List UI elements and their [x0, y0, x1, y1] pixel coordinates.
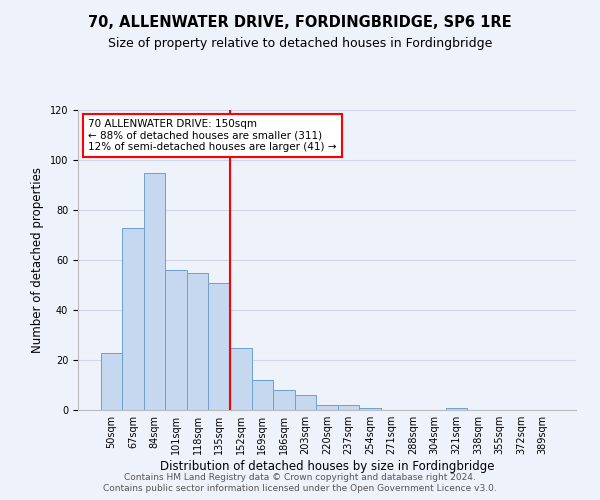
Bar — [122, 228, 144, 410]
Bar — [101, 352, 122, 410]
Bar — [230, 348, 251, 410]
X-axis label: Distribution of detached houses by size in Fordingbridge: Distribution of detached houses by size … — [160, 460, 494, 473]
Text: Contains public sector information licensed under the Open Government Licence v3: Contains public sector information licen… — [103, 484, 497, 493]
Text: 70 ALLENWATER DRIVE: 150sqm
← 88% of detached houses are smaller (311)
12% of se: 70 ALLENWATER DRIVE: 150sqm ← 88% of det… — [88, 119, 337, 152]
Text: Contains HM Land Registry data © Crown copyright and database right 2024.: Contains HM Land Registry data © Crown c… — [124, 472, 476, 482]
Bar — [166, 270, 187, 410]
Bar — [144, 172, 166, 410]
Bar — [273, 390, 295, 410]
Bar — [208, 282, 230, 410]
Bar — [316, 405, 338, 410]
Text: 70, ALLENWATER DRIVE, FORDINGBRIDGE, SP6 1RE: 70, ALLENWATER DRIVE, FORDINGBRIDGE, SP6… — [88, 15, 512, 30]
Y-axis label: Number of detached properties: Number of detached properties — [31, 167, 44, 353]
Bar — [446, 408, 467, 410]
Bar — [338, 405, 359, 410]
Text: Size of property relative to detached houses in Fordingbridge: Size of property relative to detached ho… — [108, 38, 492, 51]
Bar — [187, 272, 208, 410]
Bar — [251, 380, 273, 410]
Bar — [359, 408, 381, 410]
Bar — [295, 395, 316, 410]
